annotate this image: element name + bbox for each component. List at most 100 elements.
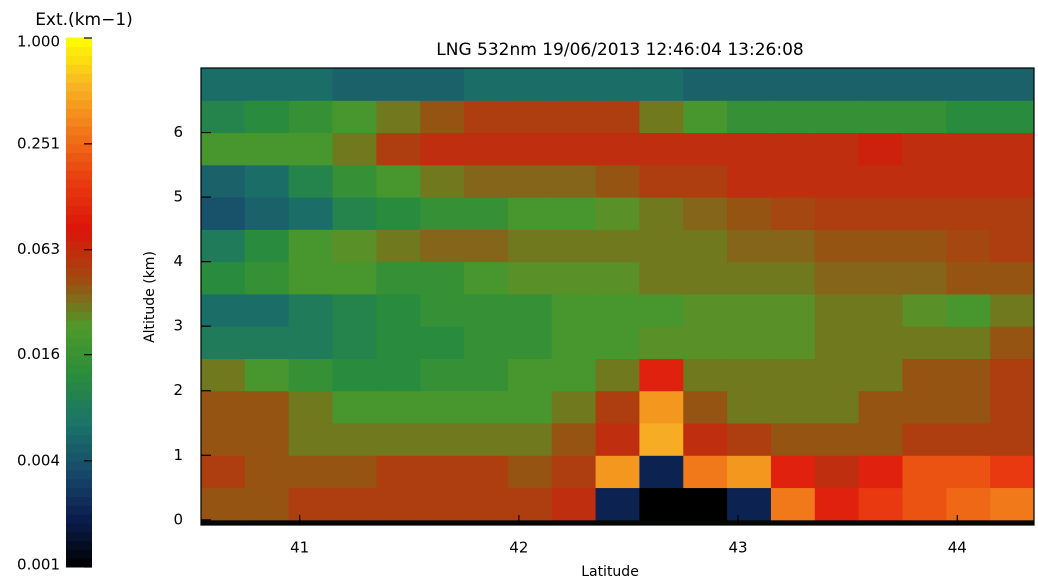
heat-cell [245,455,289,488]
colorbar-tick-label: 0.004 [17,451,60,469]
y-tick-label: 3 [173,317,183,335]
heat-cell [552,391,596,424]
heat-cell [902,100,946,133]
colorbar-swatch [66,179,92,189]
chart: LNG 532nm 19/06/2013 12:46:04 13:26:08 L… [0,0,1038,583]
heat-cell [245,100,289,133]
heat-cell [902,391,946,424]
heat-cell [420,262,464,295]
heat-cell [902,68,946,101]
heat-cell [990,133,1034,166]
colorbar-swatch [66,55,92,65]
colorbar-swatch [66,320,92,330]
heat-cell [596,197,640,230]
heat-cell [420,68,464,101]
colorbar-swatch [66,364,92,374]
heat-cell [946,455,990,488]
colorbar-swatch [66,381,92,391]
heat-cell [201,488,245,521]
heat-cell [420,358,464,391]
heat-cell [289,488,333,521]
y-tick-label: 1 [173,446,183,464]
colorbar-swatch [66,558,92,568]
heat-cell [508,165,552,198]
heat-cell [376,262,420,295]
heat-cell [771,294,815,327]
heat-cell [245,133,289,166]
colorbar-swatch [66,117,92,127]
heat-cell [727,391,771,424]
heat-cell [990,488,1034,521]
heat-cell [552,197,596,230]
colorbar-swatch [66,311,92,321]
heat-cell [902,133,946,166]
heat-cell [815,100,859,133]
heat-cell [333,488,377,521]
heat-cell [946,391,990,424]
colorbar-swatch [66,522,92,532]
heat-cell [464,197,508,230]
heat-cell [201,326,245,359]
heat-cell [859,294,903,327]
colorbar-swatch [66,399,92,409]
colorbar-tick-label: 0.016 [17,345,60,363]
heat-cell [859,68,903,101]
heat-cell [946,165,990,198]
heat-cell [859,358,903,391]
heat-cell [946,100,990,133]
heat-cell [289,423,333,456]
colorbar-swatch [66,452,92,462]
heat-cell [990,68,1034,101]
heat-cell [683,488,727,521]
heat-cell [552,423,596,456]
heat-cell [990,229,1034,262]
heat-cell [727,165,771,198]
heat-cell [245,391,289,424]
colorbar-swatch [66,134,92,144]
y-tick-label: 5 [173,188,183,206]
heat-cell [683,455,727,488]
heat-cell [771,488,815,521]
heat-cell [596,133,640,166]
heat-cell [420,294,464,327]
heat-cell [639,455,683,488]
heat-cell [771,68,815,101]
heat-cell [333,391,377,424]
heat-cell [596,262,640,295]
heat-cell [289,294,333,327]
heat-cell [420,165,464,198]
heat-cell [552,262,596,295]
y-tick-label: 6 [173,123,183,141]
heat-cell [990,100,1034,133]
heat-cell [508,326,552,359]
heat-cell [639,488,683,521]
heat-cell [245,165,289,198]
heat-cell [990,358,1034,391]
heat-cell [946,197,990,230]
heat-cell [815,133,859,166]
heat-cell [333,423,377,456]
heat-cell [376,423,420,456]
y-axis-label: Altitude (km) [142,251,158,343]
heat-cell [727,100,771,133]
heat-cell [201,358,245,391]
heat-cell [815,326,859,359]
heat-cell [508,68,552,101]
x-tick-label: 43 [729,539,748,557]
heat-cell [552,455,596,488]
heat-cell [771,358,815,391]
heat-cell [815,455,859,488]
heat-cell [376,133,420,166]
heat-cell [683,358,727,391]
heat-cell [420,391,464,424]
heat-cell [639,68,683,101]
colorbar-swatch [66,487,92,497]
colorbar-swatch [66,205,92,215]
heat-cell [815,229,859,262]
colorbar-swatch [66,82,92,92]
colorbar-swatch [66,505,92,515]
heat-cell [289,165,333,198]
colorbar-swatch [66,337,92,347]
colorbar-swatch [66,531,92,541]
heat-cell [201,262,245,295]
